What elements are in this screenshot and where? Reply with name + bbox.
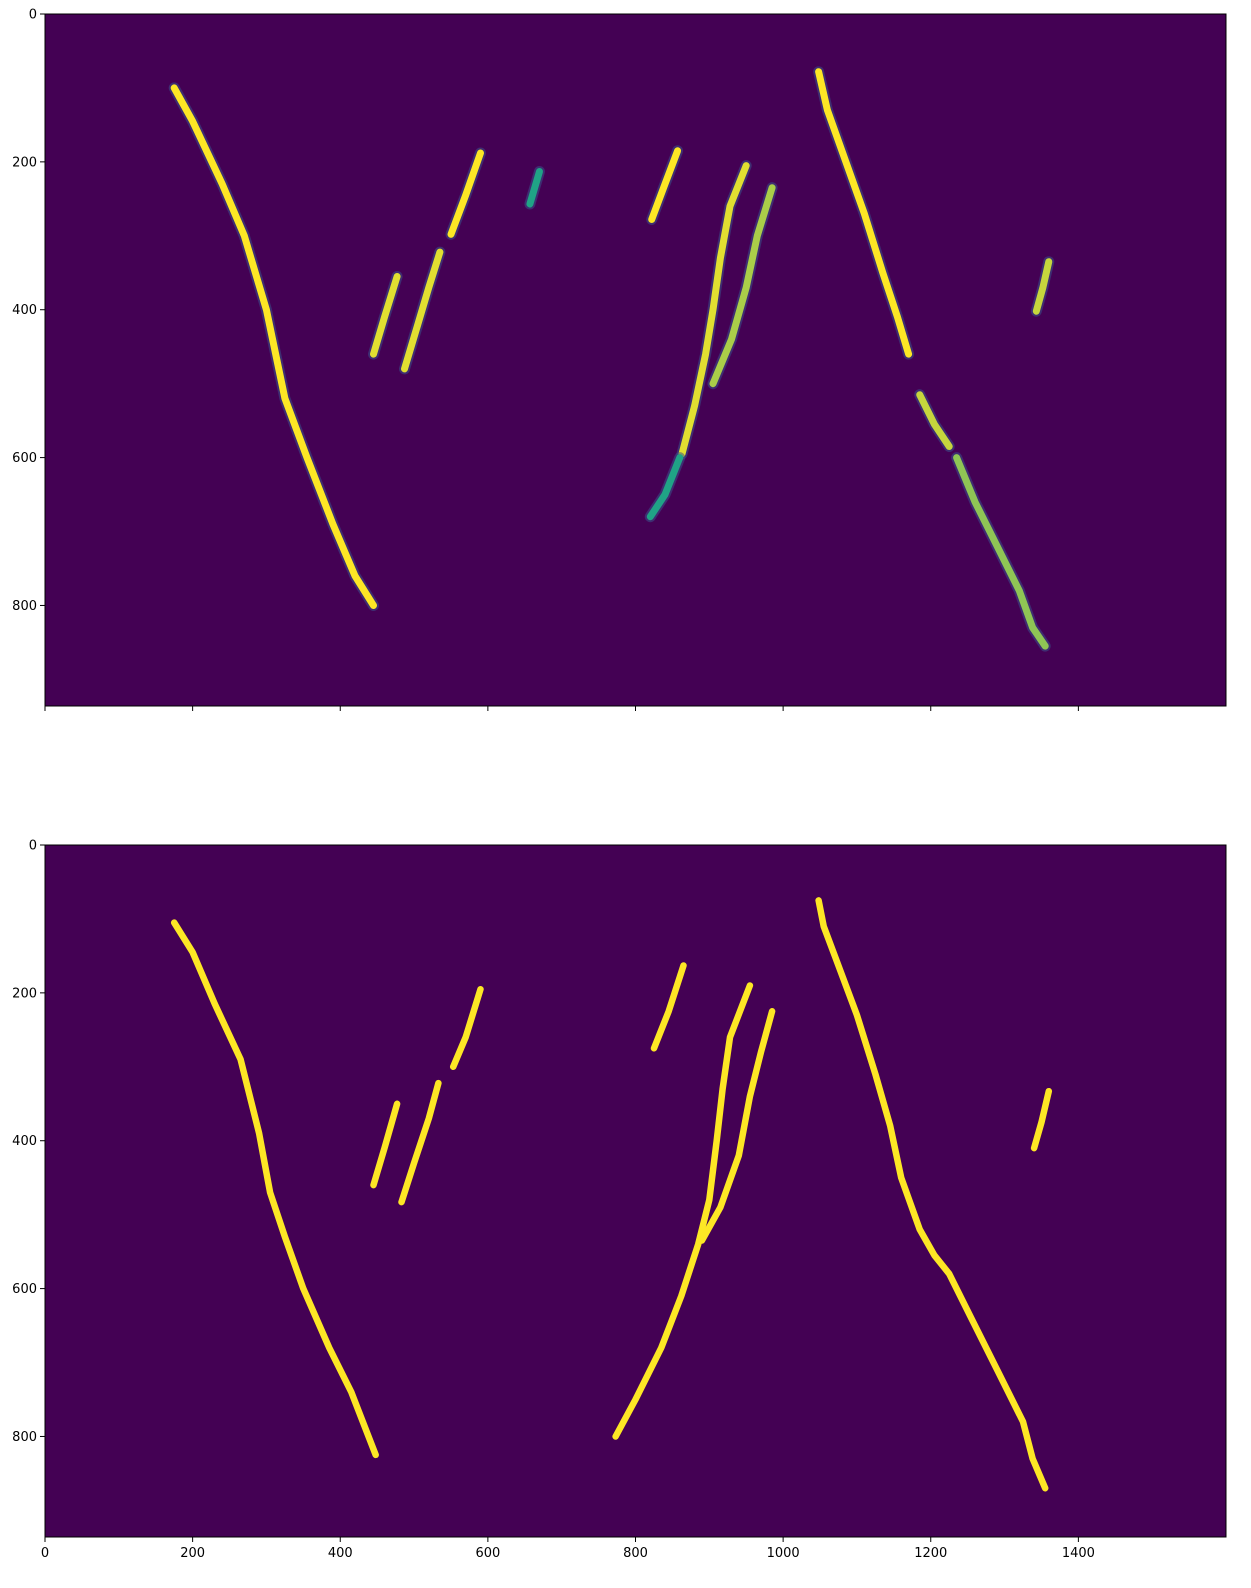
heatmap-stroke	[370, 273, 401, 358]
heatmap-stroke	[648, 147, 682, 223]
heatmap-stroke	[526, 168, 543, 208]
heatmap-stroke	[815, 68, 913, 358]
y-tick-label: 0	[29, 839, 37, 854]
heatmap-stroke	[916, 391, 953, 450]
y-tick-label: 600	[12, 1282, 37, 1297]
heatmap-stroke	[370, 1100, 401, 1189]
y-tick-label: 600	[12, 451, 37, 466]
heatmap-background	[45, 845, 1226, 1537]
heatmap-stroke	[953, 454, 1049, 650]
y-tick-label: 400	[12, 303, 37, 318]
heatmap-stroke	[698, 1008, 776, 1244]
x-tick-label: 800	[623, 1546, 648, 1561]
heatmap-stroke	[447, 149, 484, 238]
heatmap-background	[45, 14, 1226, 706]
heatmap-stroke	[815, 897, 1049, 1492]
heatmap-stroke	[1032, 258, 1053, 315]
x-tick-label: 1000	[767, 1546, 800, 1561]
heatmap-stroke	[650, 962, 687, 1052]
x-tick-label: 0	[41, 1546, 49, 1561]
heatmap-stroke	[401, 248, 444, 373]
x-tick-label: 1200	[914, 1546, 947, 1561]
heatmap-stroke	[398, 1079, 442, 1206]
y-tick-label: 400	[12, 1134, 37, 1149]
heatmap-stroke	[449, 985, 484, 1071]
top-heatmap-panel: 0 200 400 600 800	[12, 8, 1227, 711]
bottom-heatmap-panel: 0 200 400 600 800 1000 1200 1400 0 200 400 600 800	[12, 839, 1227, 1561]
heatmap-stroke	[709, 184, 776, 388]
heatmap-stroke	[612, 982, 754, 1440]
x-tick-label: 600	[475, 1546, 500, 1561]
y-tick-label: 200	[12, 155, 37, 170]
x-tick-label: 200	[180, 1546, 205, 1561]
heatmap-stroke	[1030, 1087, 1053, 1152]
y-tick-label: 800	[12, 599, 37, 614]
x-tick-label: 1400	[1062, 1546, 1095, 1561]
heatmap-stroke	[170, 84, 377, 609]
y-tick-label: 800	[12, 1430, 37, 1445]
x-tick-label: 400	[328, 1546, 353, 1561]
heatmap-stroke	[678, 162, 750, 458]
y-tick-label: 0	[29, 8, 37, 23]
y-tick-label: 200	[12, 986, 37, 1001]
heatmap-stroke	[170, 919, 379, 1459]
heatmap-stroke	[646, 454, 684, 521]
